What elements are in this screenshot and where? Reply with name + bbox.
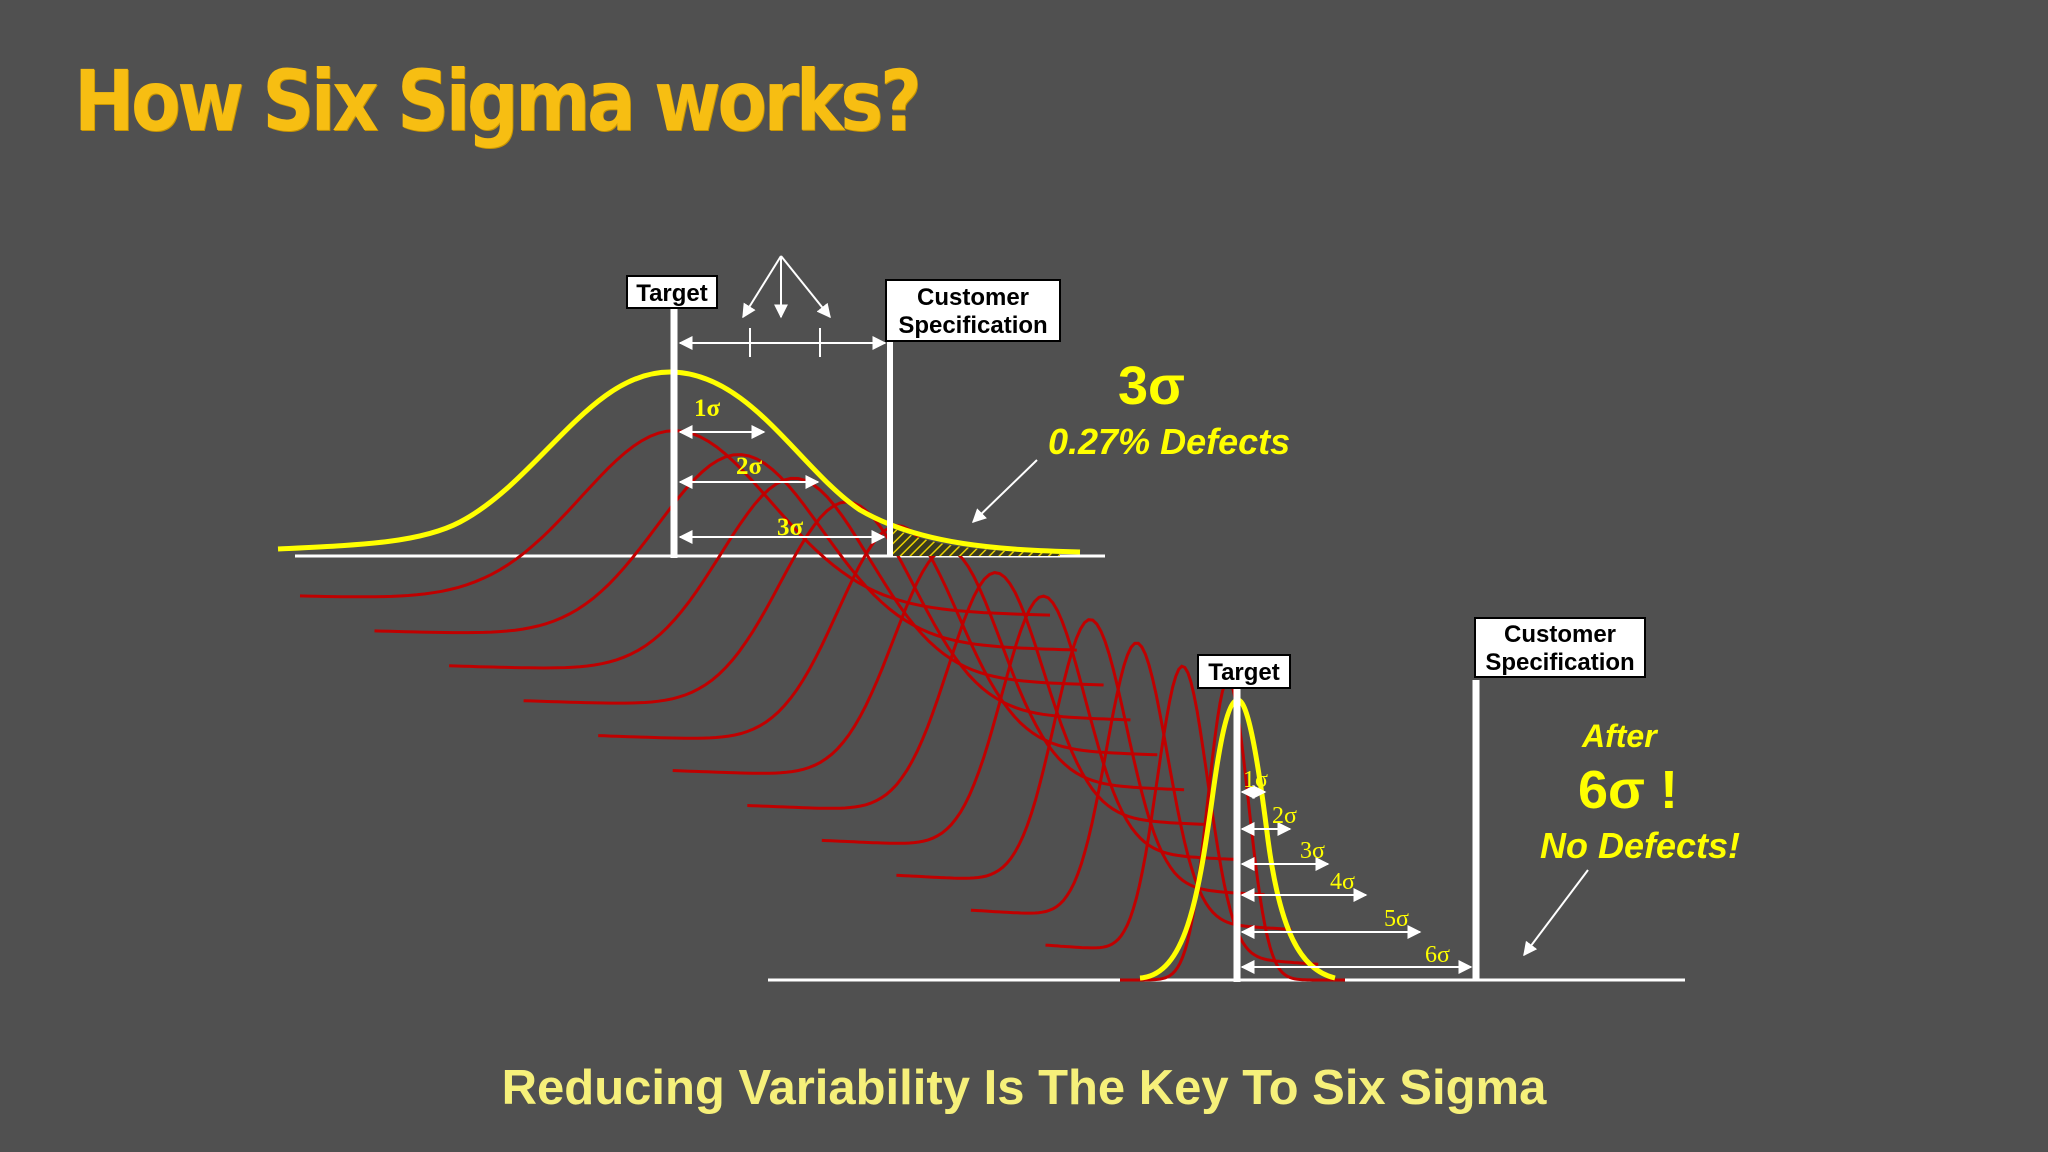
upper-sigma-level: 3σ <box>1118 356 1185 416</box>
transition-curve <box>747 571 1211 827</box>
no-defects-pointer-arrow <box>1523 869 1589 957</box>
lower-sigma-level: 6σ ! <box>1578 760 1678 820</box>
lower-1sigma-label: 1σ <box>1243 767 1268 793</box>
transition-curve <box>821 594 1238 862</box>
lower-4sigma-label: 4σ <box>1330 869 1355 895</box>
lower-spec-label-line2: Specification <box>1485 649 1634 676</box>
upper-3sigma-label: 3σ <box>777 514 804 541</box>
lower-target-label-box: Target <box>1197 654 1291 689</box>
defect-pointer-arrow <box>971 459 1038 523</box>
after-text: After <box>1581 718 1658 754</box>
spread-arrow-right <box>780 255 831 319</box>
transition-curve <box>374 453 1077 652</box>
slide-footer: Reducing Variability Is The Key To Six S… <box>501 1061 1547 1115</box>
spread-arrow-left <box>742 255 782 319</box>
transition-curve <box>598 523 1158 757</box>
upper-spec-label-line2: Specification <box>898 312 1047 339</box>
upper-spec-label-box: Customer Specification <box>885 279 1061 342</box>
slide-title: How Six Sigma works? <box>74 52 922 150</box>
lower-5sigma-label: 5σ <box>1384 906 1409 932</box>
transition-curves <box>299 429 1345 982</box>
upper-yellow-curve <box>277 369 1081 555</box>
lower-2sigma-label: 2σ <box>1272 803 1297 829</box>
lower-3sigma-label: 3σ <box>1300 838 1325 864</box>
no-defects-text: No Defects! <box>1540 825 1740 866</box>
lower-target-label: Target <box>1208 659 1280 686</box>
upper-1sigma-label: 1σ <box>694 395 721 422</box>
lower-spec-label-box: Customer Specification <box>1474 617 1646 678</box>
upper-target-label-box: Target <box>626 275 718 309</box>
lower-spec-label-line1: Customer <box>1504 621 1616 648</box>
upper-defects-text: 0.27% Defects <box>1048 421 1290 462</box>
transition-curve <box>896 618 1265 896</box>
defect-tail-area <box>890 527 1060 556</box>
upper-spec-label-line1: Customer <box>917 284 1029 311</box>
upper-target-label: Target <box>636 280 708 307</box>
upper-2sigma-label: 2σ <box>736 453 763 480</box>
lower-6sigma-label: 6σ <box>1425 942 1450 968</box>
